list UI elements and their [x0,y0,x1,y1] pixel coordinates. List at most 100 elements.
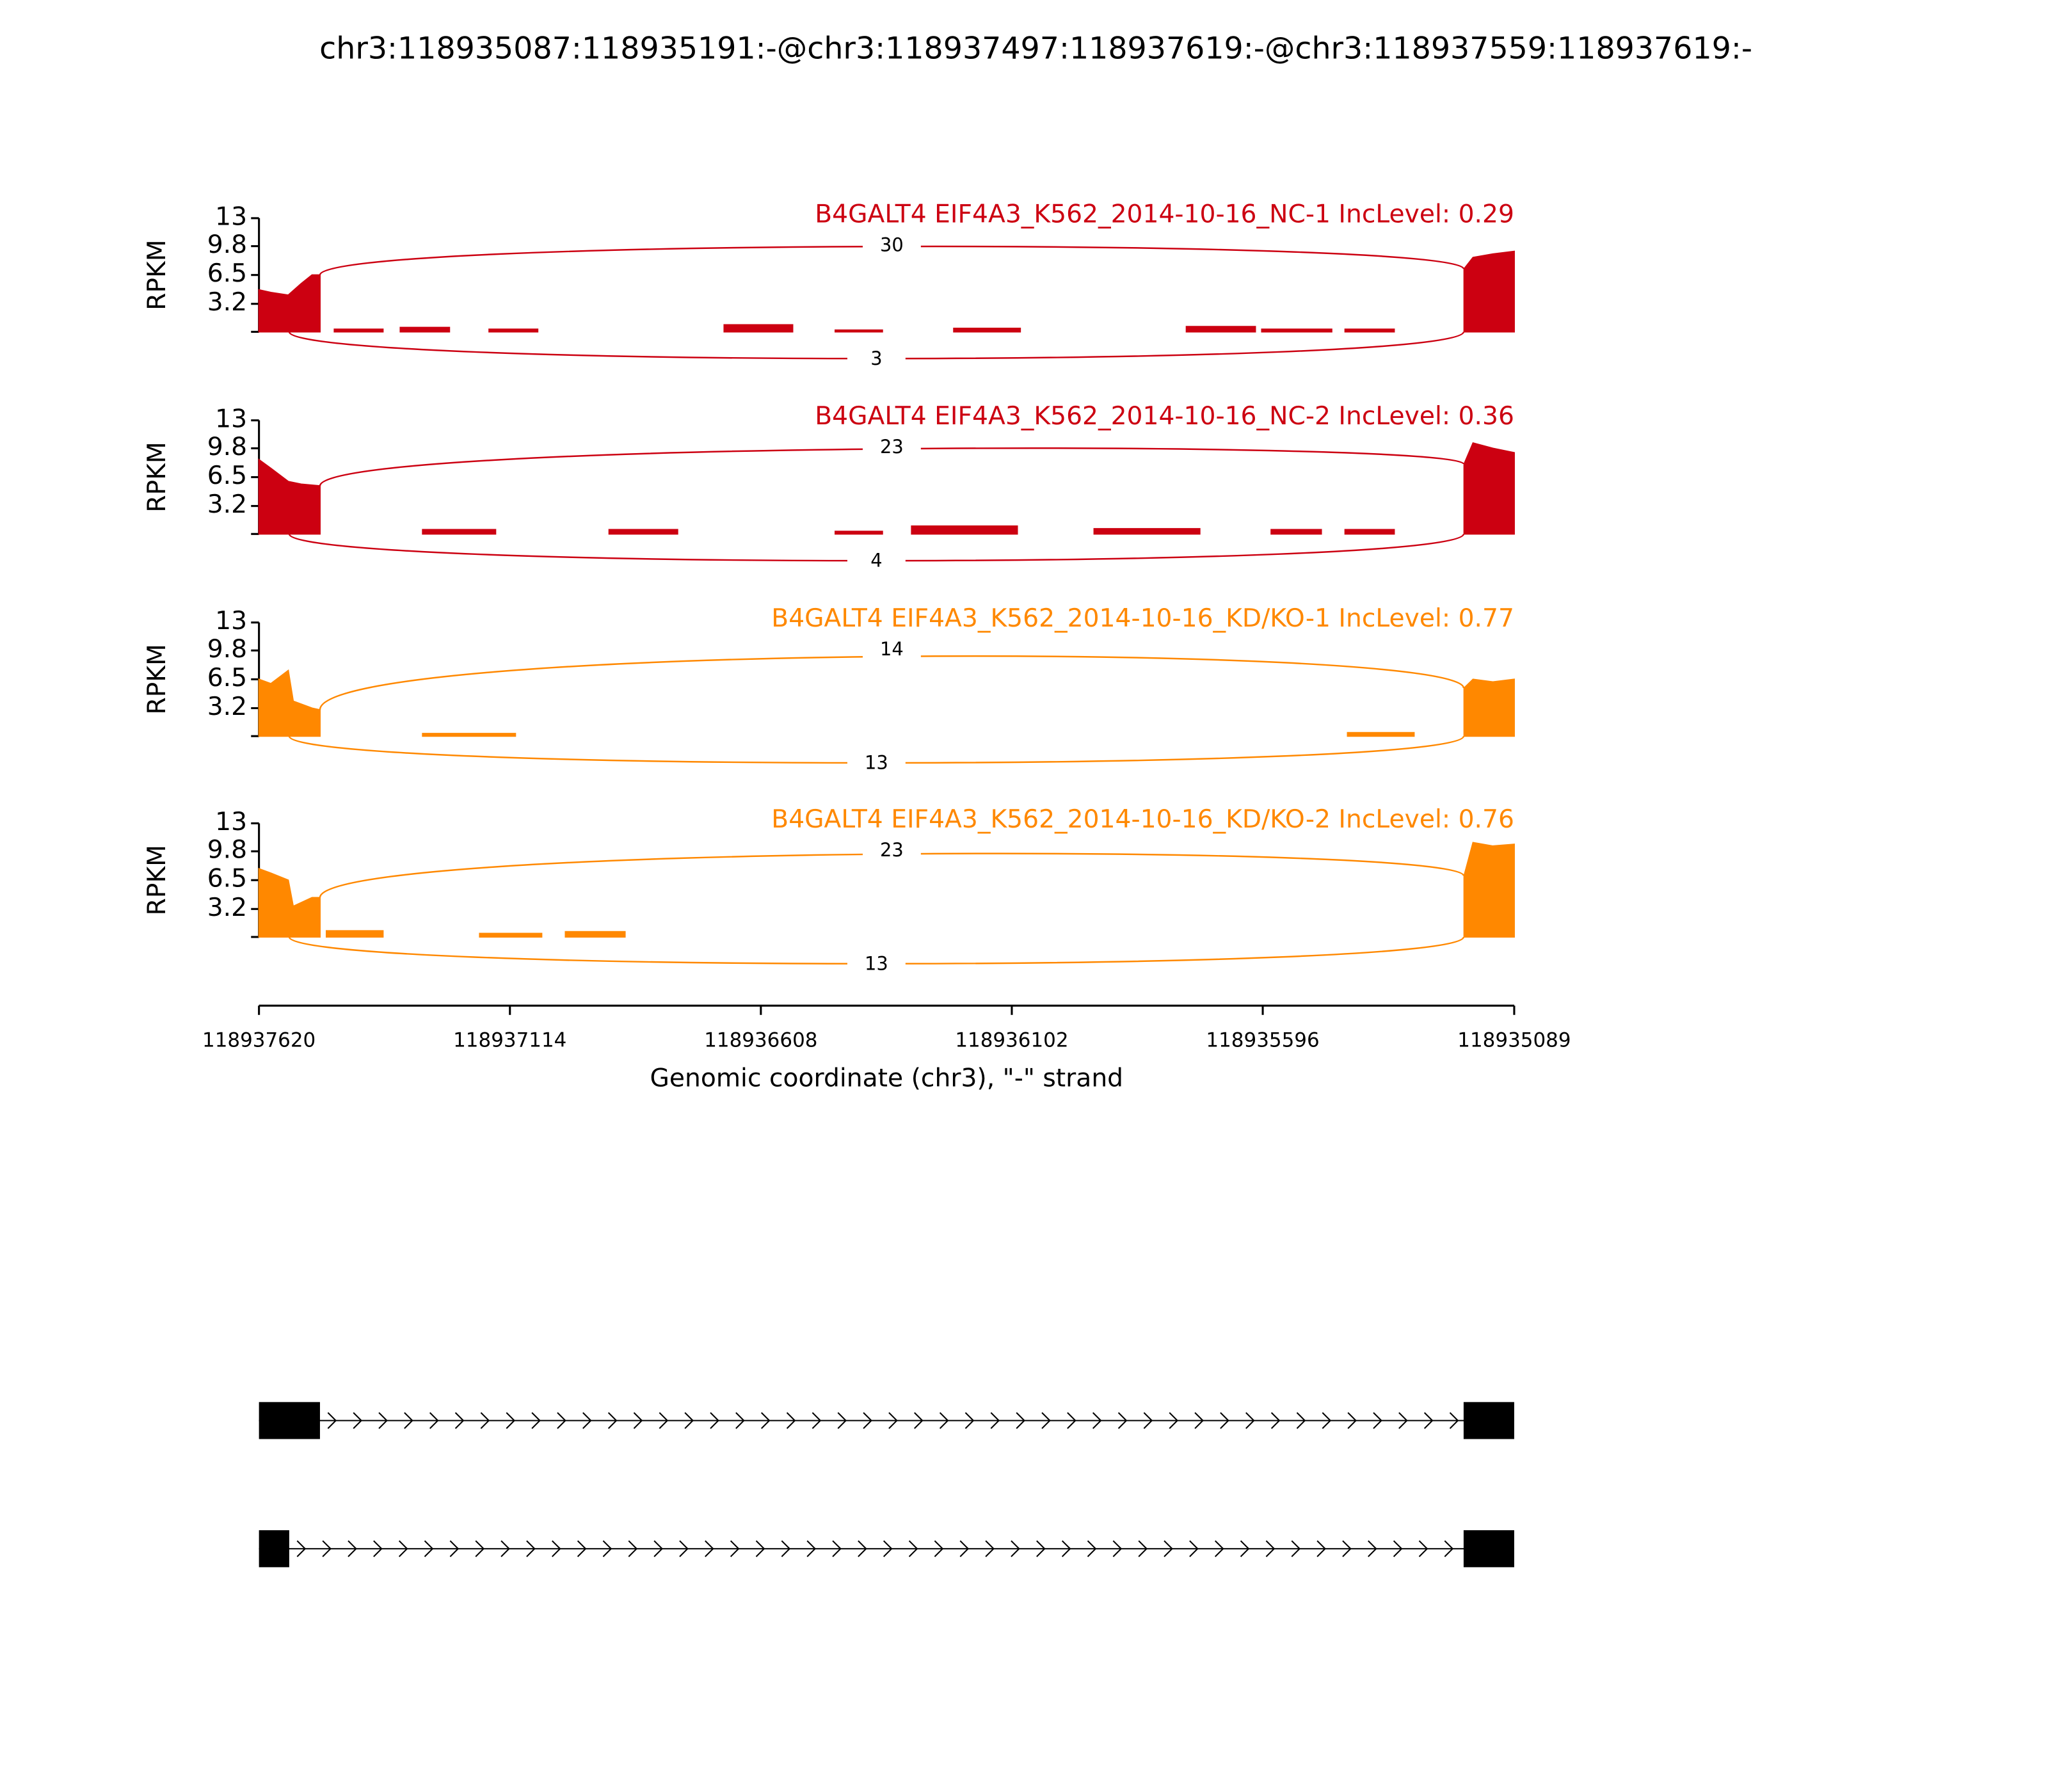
y-tick-label: 3.2 [207,893,247,922]
strand-arrow [786,1412,796,1429]
strand-arrow [577,1540,587,1557]
coverage-area [258,458,321,535]
coverage-area [1185,326,1256,333]
x-tick-label: 118937620 [202,1029,316,1052]
coverage-area [326,930,384,938]
strand-arrow [1373,1412,1382,1429]
strand-arrow [404,1412,413,1429]
strand-arrow [531,1412,541,1429]
coverage-area [422,733,516,737]
strand-arrow [812,1412,822,1429]
panel-title: B4GALT4 EIF4A3_K562_2014-10-16_NC-1 IncL… [815,200,1514,228]
strand-arrow [602,1540,612,1557]
strand-arrow [659,1412,669,1429]
x-tick-label: 118937114 [453,1029,566,1052]
strand-arrow [480,1412,490,1429]
x-tick-label: 118935089 [1457,1029,1571,1052]
strand-arrow [475,1540,485,1557]
strand-arrow [1112,1540,1123,1557]
y-tick-label: 13 [215,404,247,433]
strand-arrow [1087,1540,1097,1557]
coverage-area [835,329,883,333]
junction-label-bg [847,349,906,371]
strand-arrow [705,1540,714,1557]
strand-arrow [679,1540,689,1557]
strand-arrow [1220,1412,1229,1429]
strand-arrow [353,1412,363,1429]
strand-arrow [888,1412,898,1429]
coverage-area [953,327,1021,333]
strand-arrow [914,1412,924,1429]
strand-arrow [1316,1540,1326,1557]
junction-label: 13 [865,952,888,974]
coverage-area [1347,732,1415,737]
coverage-area [399,326,451,333]
x-tick-label: 118936102 [955,1029,1068,1052]
strand-arrow [934,1540,944,1557]
strand-arrow [1169,1412,1179,1429]
coverage-area [479,932,543,938]
strand-arrow [1194,1412,1204,1429]
exon [1463,1402,1514,1439]
strand-arrow [1240,1540,1250,1557]
strand-arrow [883,1540,893,1557]
coverage-area [333,328,384,333]
y-axis-label: RPKM [143,644,172,714]
coverage-area [258,867,321,938]
y-axis-label: RPKM [143,442,172,512]
strand-arrow [1011,1540,1020,1557]
y-tick-label: 9.8 [207,836,247,865]
y-tick-label: 13 [215,808,247,836]
strand-arrow [628,1540,638,1557]
junction-label-bg [863,840,921,862]
panel-title: B4GALT4 EIF4A3_K562_2014-10-16_KD/KO-1 I… [771,604,1514,633]
strand-arrow [398,1540,408,1557]
strand-arrow [1265,1540,1276,1557]
junction-label-bg [847,753,906,775]
coverage-area [1463,678,1515,737]
coverage-area [1093,528,1201,535]
junction-label: 13 [865,752,888,774]
coverage-area [1261,328,1332,333]
junction-label: 3 [870,348,882,369]
coverage-area [564,931,626,938]
strand-arrow [526,1540,536,1557]
strand-arrow [429,1412,439,1429]
y-tick-label: 3.2 [207,692,247,721]
coverage-area [608,529,678,535]
y-tick-label: 13 [215,202,247,231]
strand-arrow [348,1540,357,1557]
strand-arrow [1061,1540,1071,1557]
exon [259,1530,289,1567]
strand-arrow [424,1540,434,1557]
strand-arrow [760,1412,771,1429]
coverage-area [258,669,321,737]
strand-arrow [1270,1412,1281,1429]
coverage-area [1344,529,1395,535]
strand-arrow [1117,1412,1128,1429]
x-tick-label: 118936608 [704,1029,817,1052]
strand-arrow [506,1412,516,1429]
coverage-area [422,529,497,535]
strand-arrow [985,1540,995,1557]
junction-label: 23 [880,436,904,458]
y-tick-label: 13 [215,607,247,636]
strand-arrow [633,1412,643,1429]
strand-arrow [653,1540,663,1557]
strand-arrow [1342,1540,1352,1557]
strand-arrow [1368,1540,1377,1557]
strand-arrow [1245,1412,1255,1429]
strand-arrow [500,1540,510,1557]
strand-arrow [454,1412,465,1429]
strand-arrow [1189,1540,1199,1557]
junction-label: 30 [880,234,904,255]
panel-title: B4GALT4 EIF4A3_K562_2014-10-16_NC-2 IncL… [815,402,1514,431]
coverage-area [1270,529,1322,535]
panel-title: B4GALT4 EIF4A3_K562_2014-10-16_KD/KO-2 I… [771,805,1514,834]
strand-arrow [755,1540,765,1557]
junction-label: 14 [880,638,904,660]
x-tick-label: 118935596 [1206,1029,1319,1052]
